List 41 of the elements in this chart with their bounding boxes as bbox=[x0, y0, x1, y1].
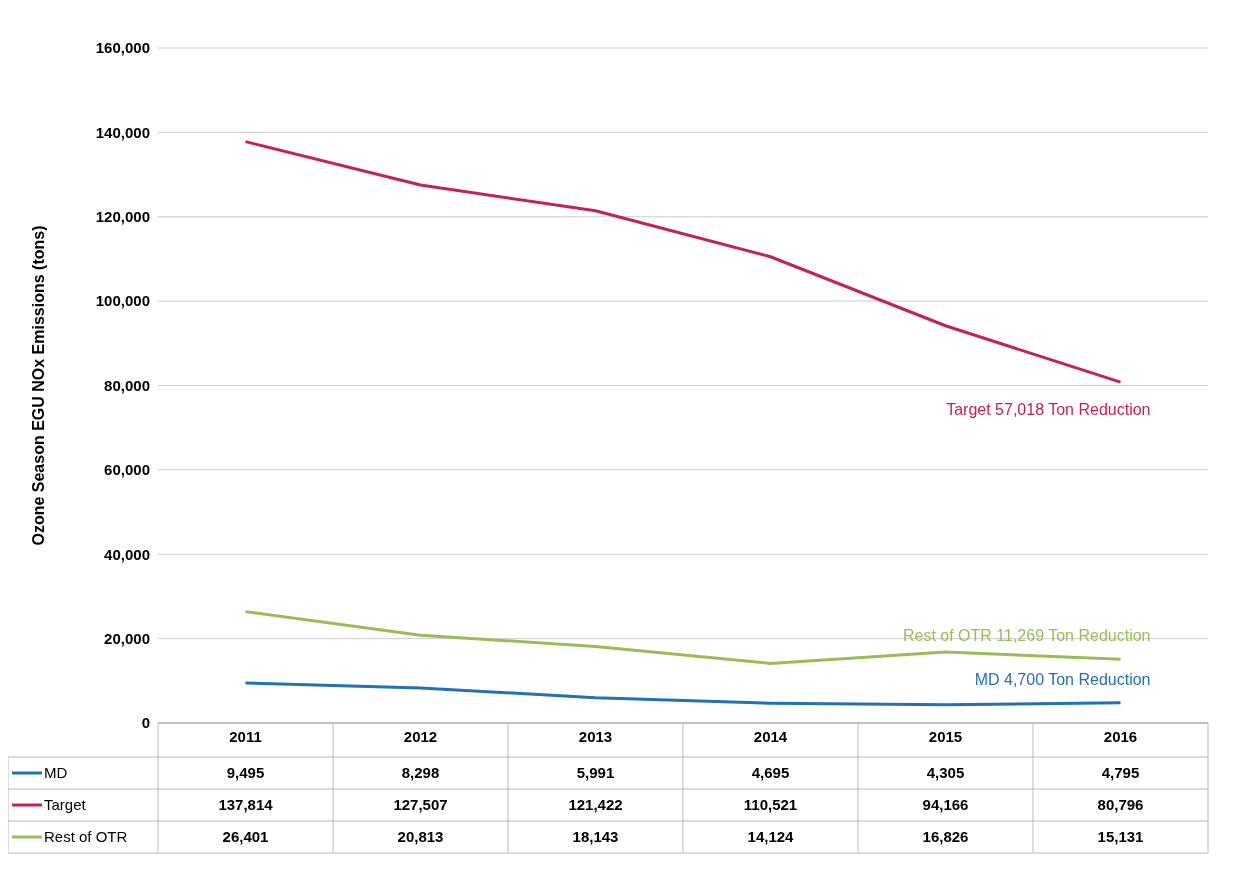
data-label: 16,826 bbox=[922, 828, 969, 845]
x-tick-label: 2013 bbox=[578, 727, 613, 745]
data-label: 5,991 bbox=[576, 764, 615, 781]
y-tick-label: 20,000 bbox=[104, 629, 150, 647]
y-axis-title: Ozone Season EGU NOx Emissions (tons) bbox=[29, 225, 47, 546]
data-label: 15,131 bbox=[1097, 828, 1144, 845]
data-label: 26,401 bbox=[222, 828, 269, 845]
data-label: 4,695 bbox=[751, 764, 790, 781]
data-label: 80,796 bbox=[1097, 796, 1144, 813]
annotation: MD 4,700 Ton Reduction bbox=[974, 670, 1151, 688]
x-tick-label: 2012 bbox=[403, 727, 438, 745]
data-label: 8,298 bbox=[401, 764, 440, 781]
x-tick-label: 2015 bbox=[928, 727, 963, 745]
x-tick-label: 2016 bbox=[1103, 727, 1138, 745]
data-label: 14,124 bbox=[747, 828, 795, 845]
y-tick-label: 40,000 bbox=[104, 545, 150, 563]
y-tick-label: 100,000 bbox=[95, 292, 150, 310]
data-label: 121,422 bbox=[568, 796, 623, 813]
legend-label: MD bbox=[44, 764, 68, 781]
data-label: 9,495 bbox=[226, 764, 265, 781]
data-label: 127,507 bbox=[393, 796, 448, 813]
data-label: 20,813 bbox=[397, 828, 444, 845]
annotation: Rest of OTR 11,269 Ton Reduction bbox=[902, 627, 1151, 645]
legend-label: Rest of OTR bbox=[44, 828, 128, 845]
y-tick-label: 80,000 bbox=[104, 376, 150, 394]
annotation: Target 57,018 Ton Reduction bbox=[946, 401, 1151, 419]
data-label: 137,814 bbox=[218, 796, 274, 813]
x-tick-label: 2011 bbox=[229, 727, 262, 745]
data-label: 94,166 bbox=[922, 796, 969, 813]
legend-label: Target bbox=[44, 796, 87, 813]
data-label: 110,521 bbox=[743, 796, 798, 813]
x-tick-label: 2014 bbox=[753, 727, 788, 745]
data-label: 18,143 bbox=[572, 828, 619, 845]
y-tick-label: 120,000 bbox=[95, 208, 150, 226]
y-tick-label: 160,000 bbox=[95, 39, 150, 57]
data-label: 4,305 bbox=[926, 764, 965, 781]
y-tick-label: 60,000 bbox=[104, 461, 150, 479]
y-tick-label: 140,000 bbox=[95, 123, 150, 141]
line-series bbox=[244, 140, 1122, 384]
y-tick-label: 0 bbox=[141, 714, 150, 732]
data-label: 4,795 bbox=[1101, 764, 1140, 781]
